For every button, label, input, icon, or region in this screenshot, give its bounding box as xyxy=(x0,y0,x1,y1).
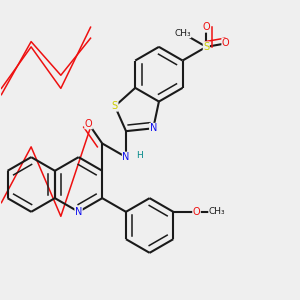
Text: O: O xyxy=(222,38,230,48)
Text: N: N xyxy=(122,152,130,162)
Text: N: N xyxy=(149,123,157,133)
Text: O: O xyxy=(85,119,92,129)
Text: O: O xyxy=(202,22,210,32)
Text: S: S xyxy=(203,42,209,52)
Text: CH₃: CH₃ xyxy=(209,207,225,216)
Text: S: S xyxy=(112,101,118,111)
Text: N: N xyxy=(75,207,82,217)
Text: H: H xyxy=(136,151,143,160)
Text: O: O xyxy=(193,207,200,217)
Text: CH₃: CH₃ xyxy=(174,29,191,38)
